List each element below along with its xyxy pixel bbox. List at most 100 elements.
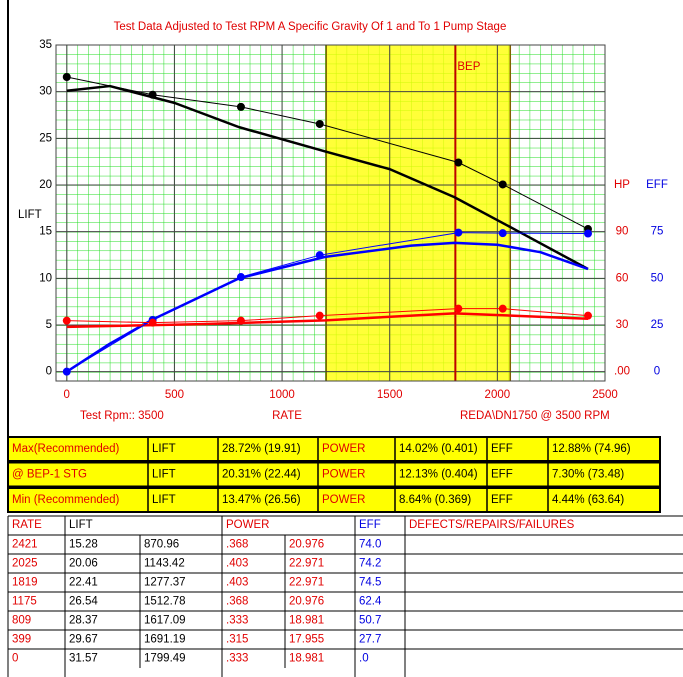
y-tick-label: 10 <box>39 272 52 284</box>
table-cell: 18.981 <box>289 653 324 665</box>
summary-cell: 28.72% (19.91) <box>222 443 301 455</box>
table-cell: 1143.42 <box>144 558 185 570</box>
table-cell: 0 <box>12 653 18 665</box>
summary-cell: 7.30% (73.48) <box>552 469 624 481</box>
summary-cell: 4.44% (63.64) <box>552 494 624 506</box>
summary-cell: Min (Recommended) <box>12 494 120 506</box>
table-cell: 50.7 <box>359 615 381 627</box>
table-cell: 1819 <box>12 577 38 589</box>
table-cell: 809 <box>12 615 31 627</box>
table-cell: .403 <box>226 577 248 589</box>
x-tick-label: 1500 <box>377 389 403 401</box>
summary-cell: 12.13% (0.404) <box>399 469 478 481</box>
data-point <box>148 318 157 327</box>
summary-cell: EFF <box>491 469 513 481</box>
y2-tick-label: .00 <box>614 366 630 378</box>
table-header: POWER <box>226 519 269 531</box>
summary-cell: 13.47% (26.56) <box>222 494 301 506</box>
x-tick-label: 0 <box>64 389 70 401</box>
y3-tick-label: 75 <box>651 226 664 238</box>
table-cell: .333 <box>226 653 248 665</box>
data-point <box>236 102 245 111</box>
table-cell: 62.4 <box>359 596 382 608</box>
x-axis-label: RATE <box>272 410 302 422</box>
table-cell: 399 <box>12 634 31 646</box>
table-cell: 20.06 <box>69 558 98 570</box>
y3-tick-label: 0 <box>654 366 660 378</box>
table-cell: 29.67 <box>69 634 98 646</box>
table-cell: 15.28 <box>69 539 98 551</box>
summary-row <box>7 436 661 462</box>
table-cell: 1277.37 <box>144 577 186 589</box>
table-cell: 74.0 <box>359 539 381 551</box>
data-point <box>148 90 157 99</box>
data-point <box>583 311 592 320</box>
summary-cell: 14.02% (0.401) <box>399 443 478 455</box>
table-cell: 22.971 <box>289 558 324 570</box>
summary-cell: 8.64% (0.369) <box>399 494 471 506</box>
summary-cell: 20.31% (22.44) <box>222 469 301 481</box>
bep-label: BEP <box>457 61 480 73</box>
table-cell: .0 <box>359 653 369 665</box>
table-cell: .368 <box>226 596 248 608</box>
data-point <box>62 367 71 376</box>
data-point <box>236 273 245 282</box>
table-cell: 74.2 <box>359 558 381 570</box>
data-point <box>315 251 324 260</box>
table-header: DEFECTS/REPAIRS/FAILURES <box>409 519 575 531</box>
summary-cell: EFF <box>491 443 513 455</box>
y3-tick-label: 50 <box>651 272 664 284</box>
table-cell: 22.41 <box>69 577 98 589</box>
table-cell: 18.981 <box>289 615 324 627</box>
data-point <box>454 304 463 313</box>
summary-cell: POWER <box>322 443 365 455</box>
table-cell: 870.96 <box>144 539 179 551</box>
data-point <box>236 316 245 325</box>
summary-cell: 12.88% (74.96) <box>552 443 631 455</box>
y-tick-label: 20 <box>39 179 52 191</box>
table-cell: .368 <box>226 539 248 551</box>
x-tick-label: 500 <box>165 389 184 401</box>
y-tick-label: 35 <box>39 39 52 51</box>
x-tick-label: 1000 <box>269 389 295 401</box>
data-point <box>315 119 324 128</box>
data-point <box>315 311 324 320</box>
y2-tick-label: 90 <box>616 226 629 238</box>
table-cell: 27.7 <box>359 634 381 646</box>
table-header: RATE <box>12 519 42 531</box>
table-cell: .315 <box>226 634 248 646</box>
data-point <box>62 73 71 82</box>
test-rpm: Test Rpm:: 3500 <box>80 410 164 422</box>
summary-cell: @ BEP-1 STG <box>12 469 87 481</box>
table-cell: 1175 <box>12 596 37 608</box>
plot-frame <box>55 44 606 382</box>
y2-tick-label: 30 <box>616 319 629 331</box>
table-header: EFF <box>359 519 381 531</box>
y3-axis-label: EFF <box>646 179 668 191</box>
table-cell: 20.976 <box>289 539 324 551</box>
y2-axis-label: HP <box>614 179 630 191</box>
summary-row <box>7 461 661 488</box>
table-cell: 22.971 <box>289 577 324 589</box>
fit-curve <box>66 241 589 373</box>
data-point <box>583 229 592 238</box>
table-cell: .333 <box>226 615 248 627</box>
summary-cell: LIFT <box>152 494 176 506</box>
summary-cell: LIFT <box>152 469 176 481</box>
y-tick-label: 0 <box>46 366 52 378</box>
data-point <box>454 228 463 237</box>
table-cell: 2025 <box>12 558 38 570</box>
table-cell: 1799.49 <box>144 653 186 665</box>
data-point <box>498 229 507 238</box>
fit-curve <box>66 84 589 271</box>
table-cell: 1512.78 <box>144 596 186 608</box>
summary-cell: EFF <box>491 494 513 506</box>
summary-cell: Max(Recommended) <box>12 443 120 455</box>
y2-tick-label: 60 <box>616 272 629 284</box>
summary-cell: POWER <box>322 469 365 481</box>
data-point <box>454 158 463 167</box>
table-cell: 1691.19 <box>144 634 186 646</box>
data-point <box>498 304 507 313</box>
y-axis-label: LIFT <box>18 209 42 221</box>
